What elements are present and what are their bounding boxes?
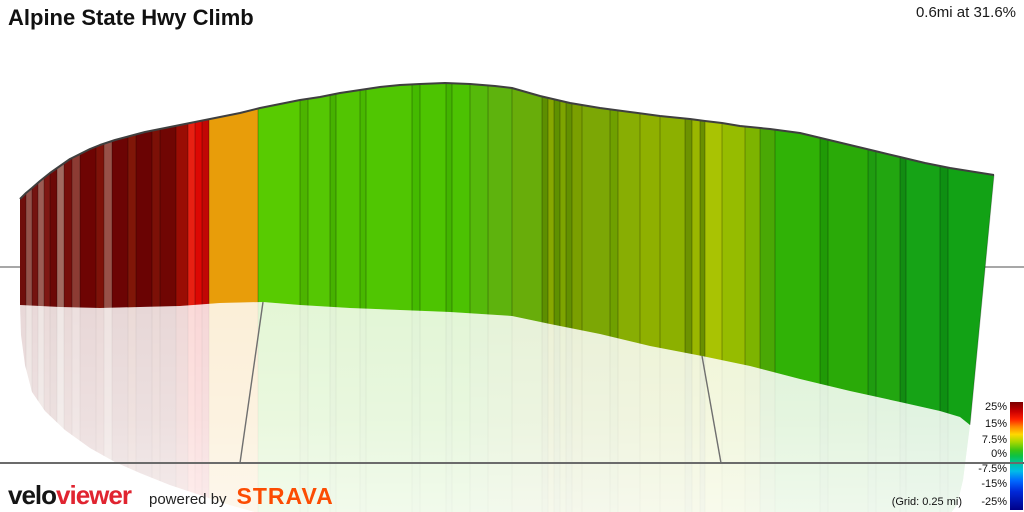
strava-logo[interactable]: STRAVA bbox=[236, 483, 334, 509]
gradient-segment[interactable] bbox=[560, 60, 566, 440]
gradient-segment[interactable] bbox=[745, 60, 760, 440]
gradient-segment[interactable] bbox=[722, 60, 745, 440]
veloviewer-logo[interactable]: veloviewer bbox=[8, 480, 132, 510]
gradient-segment[interactable] bbox=[548, 60, 554, 440]
gradient-segment[interactable] bbox=[828, 60, 868, 440]
gradient-segment[interactable] bbox=[618, 60, 640, 440]
gradient-segment[interactable] bbox=[640, 60, 660, 440]
gradient-segment[interactable] bbox=[128, 60, 136, 440]
gradient-colorbar bbox=[1010, 402, 1023, 510]
gradient-segment[interactable] bbox=[152, 60, 160, 440]
gradient-segment[interactable] bbox=[38, 60, 44, 440]
gradient-segment[interactable] bbox=[300, 60, 308, 440]
gradient-segment[interactable] bbox=[57, 60, 64, 440]
legend-label: 25% bbox=[985, 401, 1007, 413]
gradient-segment[interactable] bbox=[610, 60, 618, 440]
gradient-segment[interactable] bbox=[20, 60, 26, 440]
gradient-segment[interactable] bbox=[705, 60, 722, 440]
gradient-segment[interactable] bbox=[360, 60, 366, 440]
gradient-segment[interactable] bbox=[692, 60, 700, 440]
veloviewer-logo-viewer: viewer bbox=[56, 480, 132, 510]
powered-by-text: powered by bbox=[148, 491, 227, 508]
gradient-segment[interactable] bbox=[446, 60, 452, 440]
gradient-segment[interactable] bbox=[188, 60, 195, 440]
gradient-segment[interactable] bbox=[940, 60, 948, 440]
legend-label: -15% bbox=[981, 478, 1007, 490]
gradient-segment[interactable] bbox=[876, 60, 900, 440]
gradient-segment[interactable] bbox=[32, 60, 38, 440]
gradient-segment[interactable] bbox=[26, 60, 32, 440]
gradient-segment[interactable] bbox=[195, 60, 202, 440]
gradient-segment[interactable] bbox=[868, 60, 876, 440]
gradient-segment[interactable] bbox=[554, 60, 560, 440]
gradient-segment[interactable] bbox=[685, 60, 692, 440]
steepest-segment-stat: 0.6mi at 31.6% bbox=[915, 4, 1016, 21]
footer-logos: veloviewer powered by STRAVA bbox=[8, 482, 334, 508]
gradient-segment[interactable] bbox=[906, 60, 940, 440]
distance-gridline bbox=[701, 355, 722, 464]
gradient-segment[interactable] bbox=[50, 60, 57, 440]
gradient-segment[interactable] bbox=[72, 60, 80, 440]
legend-label: 0% bbox=[991, 448, 1007, 460]
legend-label: 7.5% bbox=[982, 434, 1007, 446]
gradient-segment[interactable] bbox=[202, 60, 209, 440]
grid-spacing-note: (Grid: 0.25 mi) bbox=[892, 496, 962, 508]
gradient-segment[interactable] bbox=[96, 60, 104, 440]
gradient-segment[interactable] bbox=[700, 60, 705, 440]
legend-label: 15% bbox=[985, 418, 1007, 430]
gradient-segment[interactable] bbox=[330, 60, 336, 440]
veloviewer-logo-velo: velo bbox=[8, 480, 57, 510]
legend-label: -7.5% bbox=[978, 463, 1007, 475]
gradient-segment[interactable] bbox=[44, 60, 50, 440]
elevation-profile-edge bbox=[19, 82, 995, 200]
gradient-segment[interactable] bbox=[760, 60, 775, 440]
page-title: Alpine State Hwy Climb bbox=[8, 5, 254, 30]
gradient-segment[interactable] bbox=[64, 60, 72, 440]
gradient-segment[interactable] bbox=[412, 60, 420, 440]
gradient-segment[interactable] bbox=[542, 60, 548, 440]
gradient-segment[interactable] bbox=[566, 60, 572, 440]
gradient-segment[interactable] bbox=[900, 60, 906, 440]
gradient-segment[interactable] bbox=[104, 60, 112, 440]
gradient-segment[interactable] bbox=[572, 60, 582, 440]
gradient-segment[interactable] bbox=[820, 60, 828, 440]
distance-gridline bbox=[239, 301, 264, 464]
gradient-segment[interactable] bbox=[775, 60, 820, 440]
legend-label: -25% bbox=[981, 496, 1007, 508]
